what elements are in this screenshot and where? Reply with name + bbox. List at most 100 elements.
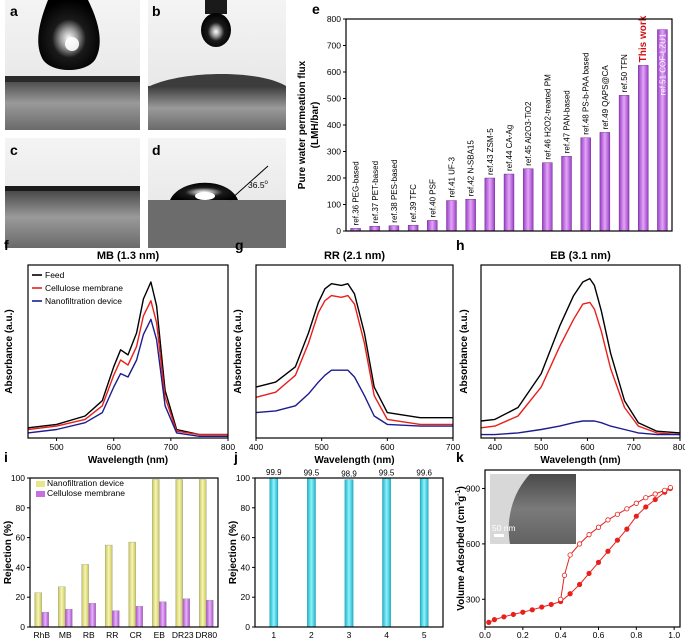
e-bar: [638, 65, 649, 232]
e-bar: [580, 137, 591, 232]
i-ytick-label: 20: [16, 592, 26, 602]
panel-label-g: g: [235, 237, 244, 253]
e-bar-label: ref.42 N-SBA15: [467, 140, 476, 197]
k-ytick-label: 600: [466, 539, 480, 549]
i-bar-nanofiltration: [58, 586, 66, 628]
k-adsorption-point: [624, 526, 630, 532]
k-desorption-point: [567, 552, 573, 558]
chart-g-series-line: [255, 369, 453, 427]
e-bar: [503, 173, 515, 232]
chart-g-series-line: [255, 294, 453, 426]
e-bar: [522, 168, 534, 232]
chart-f-xtick-label: 600: [107, 442, 121, 452]
e-bar-label: ref.45 Al2O3-TiO2: [524, 101, 533, 166]
j-ytick-label: 80: [241, 503, 251, 513]
i-bar-nanofiltration: [105, 544, 113, 628]
e-ylabel-2: (LMH/bar): [310, 102, 321, 149]
chart-h-xtick-label: 500: [534, 442, 548, 452]
e-ytick-label: 0: [336, 226, 341, 236]
k-xtick-label: 0.4: [555, 630, 567, 640]
j-ytick-label: 40: [241, 562, 251, 572]
k-ylabel-part: ): [456, 486, 467, 489]
k-desorption-point: [652, 491, 658, 497]
f-legend-label: Cellulose membrane: [45, 283, 123, 293]
j-xtick-label: 1: [271, 630, 276, 640]
i-xtick-label: MB: [59, 630, 72, 640]
j-ytick-label: 20: [241, 592, 251, 602]
k-adsorption-point: [614, 537, 621, 543]
k-desorption-point: [614, 511, 621, 517]
panel-label-d: d: [152, 142, 161, 158]
j-xtick-label: 4: [384, 630, 389, 640]
chart-g-ylabel: Absorbance (a.u.): [233, 309, 244, 393]
j-ylabel: Rejection (%): [228, 521, 239, 584]
chart-f-series-line: [27, 300, 228, 436]
k-desorption-point: [643, 495, 649, 501]
chart-g-xlabel: Wavelength (nm): [314, 455, 394, 466]
chart-h-series-line: [481, 420, 680, 436]
e-bar: [542, 162, 553, 232]
e-bar: [446, 200, 457, 232]
k-adsorption-point: [548, 601, 554, 608]
j-xtick-label: 2: [309, 630, 314, 640]
chart-h-axes-frame: [480, 264, 681, 439]
k-ylabel-part: -1: [455, 489, 462, 495]
panel-label-b: b: [152, 3, 161, 19]
i-ytick-label: 40: [16, 562, 26, 572]
k-xtick-label: 0.0: [479, 630, 491, 640]
photo-b: [148, 0, 286, 130]
i-bar-nanofiltration: [175, 479, 183, 628]
j-ytick-label: 60: [241, 533, 251, 543]
k-desorption-point: [662, 487, 668, 493]
e-bar-label: ref.44 CA-Ag: [505, 125, 514, 171]
j-bar-value: 99.9: [266, 468, 282, 477]
e-bar: [484, 177, 496, 232]
k-desorption-point: [667, 484, 673, 491]
e-ytick-label: 100: [327, 200, 341, 210]
chart-h-xtick-label: 600: [580, 442, 594, 452]
chart-h-series-line: [480, 277, 681, 434]
k-adsorption-point: [510, 611, 516, 618]
e-bar: [599, 132, 611, 232]
k-desorption-point: [558, 596, 564, 602]
k-ylabel-part: g: [456, 496, 467, 502]
e-bar-label: ref.47 PAN-based: [563, 90, 572, 153]
k-desorption-point: [595, 524, 602, 530]
i-xtick-label: DR80: [195, 630, 217, 640]
j-ytick-label: 100: [236, 473, 250, 483]
i-legend-swatch: [36, 491, 45, 497]
j-bar: [419, 478, 429, 628]
j-bar-value: 98.9: [341, 470, 357, 479]
k-ylabel-part: 3: [455, 502, 462, 506]
i-xtick-label: EB: [154, 630, 166, 640]
e-ylabel-1: Pure water permeation flux: [297, 60, 308, 189]
e-bar-label: ref.40 PSF: [428, 179, 437, 217]
panel-label-i: i: [4, 449, 8, 465]
chart-h-xtick-label: 400: [488, 442, 502, 452]
chart-g-xtick-label: 500: [315, 442, 329, 452]
i-legend-label: Nanofiltration device: [47, 478, 124, 488]
i-bar-nanofiltration: [152, 479, 160, 628]
chart-h-series-line: [480, 301, 681, 436]
panel-label-e: e: [312, 1, 320, 17]
photo-a: [5, 0, 140, 130]
k-xtick-label: 0.8: [630, 630, 642, 640]
chart-h-title: EB (3.1 nm): [550, 250, 611, 262]
k-desorption-point: [561, 572, 568, 578]
k-xtick-label: 1.0: [668, 630, 680, 640]
panel-label-j: j: [233, 449, 238, 465]
e-ytick-label: 700: [327, 41, 341, 51]
e-ytick-label: 300: [327, 147, 341, 157]
chart-g-xtick-label: 700: [446, 442, 460, 452]
chart-g-xtick-label: 400: [249, 442, 263, 452]
i-ytick-label: 80: [16, 503, 26, 513]
k-adsorption-point: [567, 591, 573, 597]
e-bar: [388, 225, 400, 232]
i-xtick-label: RR: [106, 630, 118, 640]
i-bar-nanofiltration: [81, 564, 89, 628]
chart-f-xtick-label: 700: [164, 442, 178, 452]
k-adsorption-point: [643, 504, 649, 510]
k-adsorption-point: [520, 609, 526, 615]
chart-f-xtick-label: 800: [221, 442, 235, 452]
